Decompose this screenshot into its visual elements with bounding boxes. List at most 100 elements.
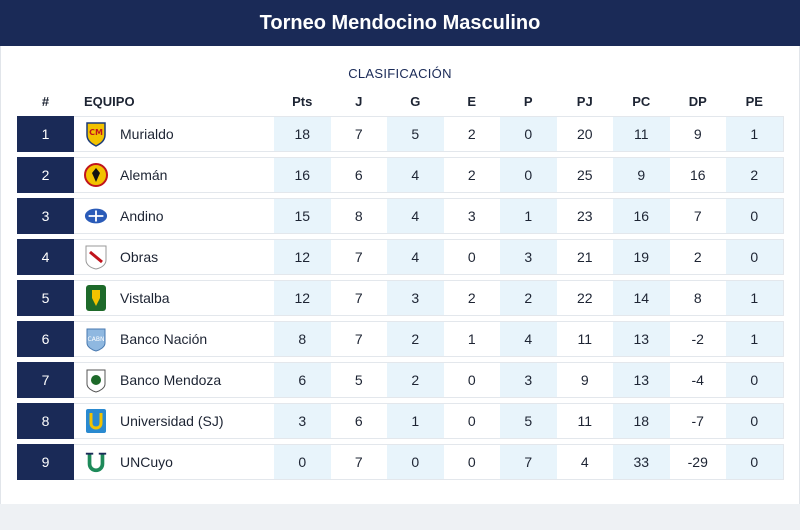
stat-cell: 3	[500, 362, 557, 398]
stat-cell: 14	[613, 280, 670, 316]
stat-cell: 1	[726, 116, 784, 152]
stat-cell: 16	[669, 157, 726, 193]
team-name: Universidad (SJ)	[120, 413, 224, 429]
stat-cell: 6	[330, 403, 387, 439]
table-row: 2 Alemán 16 6 4 2 0 25 9 16 2	[17, 157, 785, 193]
team-name: Obras	[120, 249, 159, 265]
stat-cell: 0	[387, 444, 444, 480]
stat-cell: 9	[669, 116, 726, 152]
stat-cell: 3	[500, 239, 557, 275]
stat-cell: 3	[387, 280, 444, 316]
team-cell: Andino	[74, 198, 274, 234]
position-cell: 7	[17, 362, 74, 398]
stat-cell: 18	[274, 116, 331, 152]
stat-cell: 3	[274, 403, 331, 439]
stat-cell: 11	[556, 321, 613, 357]
team-name: Andino	[120, 208, 164, 224]
stat-cell: 6	[274, 362, 331, 398]
column-header-e: E	[467, 93, 477, 109]
standings-panel: CLASIFICACIÓN # EQUIPO Pts J G E P PJ PC…	[0, 46, 800, 505]
position-cell: 6	[17, 321, 74, 357]
standings-table: # EQUIPO Pts J G E P PJ PC DP PE 1 CM Muri…	[17, 90, 785, 485]
stat-cell: 7	[669, 198, 726, 234]
svg-text:CM: CM	[89, 128, 103, 137]
table-row: 5 Vistalba 12 7 3 2 2 22 14 8 1	[17, 280, 785, 316]
stat-cell: 2	[669, 239, 726, 275]
stat-cell: 13	[613, 321, 670, 357]
column-header-j: J	[355, 93, 363, 109]
stat-cell: 16	[274, 157, 331, 193]
table-row: 3 Andino 15 8 4 3 1 23 16 7 0	[17, 198, 785, 234]
stat-cell: 0	[726, 444, 784, 480]
stat-cell: 12	[274, 239, 331, 275]
stat-cell: 0	[274, 444, 331, 480]
position-cell: 8	[17, 403, 74, 439]
team-cell: UNCuyo	[74, 444, 274, 480]
stat-cell: 22	[556, 280, 613, 316]
stat-cell: 0	[726, 198, 784, 234]
stat-cell: 11	[613, 116, 670, 152]
column-header-p: P	[523, 93, 533, 109]
team-logo-icon	[84, 202, 108, 230]
stat-cell: 7	[500, 444, 557, 480]
table-row: 4 Obras 12 7 4 0 3 21 19 2 0	[17, 239, 785, 275]
stat-cell: 0	[443, 403, 500, 439]
column-header-position: #	[41, 93, 50, 109]
stat-cell: 5	[500, 403, 557, 439]
team-cell: Obras	[74, 239, 274, 275]
team-cell: CABN Banco Nación	[74, 321, 274, 357]
team-logo-icon	[84, 161, 108, 189]
team-name: Murialdo	[120, 126, 174, 142]
page-header: Torneo Mendocino Masculino	[0, 0, 800, 46]
column-header-team: EQUIPO	[84, 93, 135, 109]
stat-cell: 0	[726, 239, 784, 275]
stat-cell: 23	[556, 198, 613, 234]
stat-cell: 16	[613, 198, 670, 234]
stat-cell: 7	[330, 444, 387, 480]
stat-cell: 1	[726, 321, 784, 357]
stat-cell: 2	[443, 280, 500, 316]
stat-cell: 0	[726, 403, 784, 439]
stat-cell: 0	[500, 157, 557, 193]
position-cell: 4	[17, 239, 74, 275]
stat-cell: 3	[443, 198, 500, 234]
stat-cell: 0	[443, 239, 500, 275]
column-header-pe: PE	[745, 93, 763, 109]
stat-cell: 4	[387, 157, 444, 193]
position-cell: 5	[17, 280, 74, 316]
stat-cell: 1	[500, 198, 557, 234]
stat-cell: 19	[613, 239, 670, 275]
team-logo-icon: CM	[84, 120, 108, 148]
stat-cell: 4	[387, 198, 444, 234]
team-name: Banco Mendoza	[120, 372, 222, 388]
stat-cell: 7	[330, 116, 387, 152]
team-cell: CM Murialdo	[74, 116, 274, 152]
stat-cell: 33	[613, 444, 670, 480]
stat-cell: 20	[556, 116, 613, 152]
stat-cell: 7	[330, 239, 387, 275]
stat-cell: 2	[443, 157, 500, 193]
team-logo-icon	[84, 448, 108, 476]
column-header-dp: DP	[688, 93, 707, 109]
stat-cell: 4	[500, 321, 557, 357]
stat-cell: 8	[669, 280, 726, 316]
position-cell: 9	[17, 444, 74, 480]
team-cell: Vistalba	[74, 280, 274, 316]
table-header-row: # EQUIPO Pts J G E P PJ PC DP PE	[17, 90, 785, 112]
stat-cell: 0	[726, 362, 784, 398]
stat-cell: -2	[669, 321, 726, 357]
page-title: Torneo Mendocino Masculino	[259, 11, 541, 34]
stat-cell: 9	[613, 157, 670, 193]
stat-cell: 1	[443, 321, 500, 357]
stat-cell: 4	[387, 239, 444, 275]
stat-cell: 2	[726, 157, 784, 193]
stat-cell: 6	[330, 157, 387, 193]
team-name: Alemán	[120, 167, 168, 183]
stat-cell: 0	[500, 116, 557, 152]
column-header-pts: Pts	[292, 93, 313, 109]
stat-cell: 7	[330, 321, 387, 357]
stat-cell: 18	[613, 403, 670, 439]
team-logo-icon: CABN	[84, 325, 108, 353]
stat-cell: -29	[669, 444, 726, 480]
position-cell: 1	[17, 116, 74, 152]
